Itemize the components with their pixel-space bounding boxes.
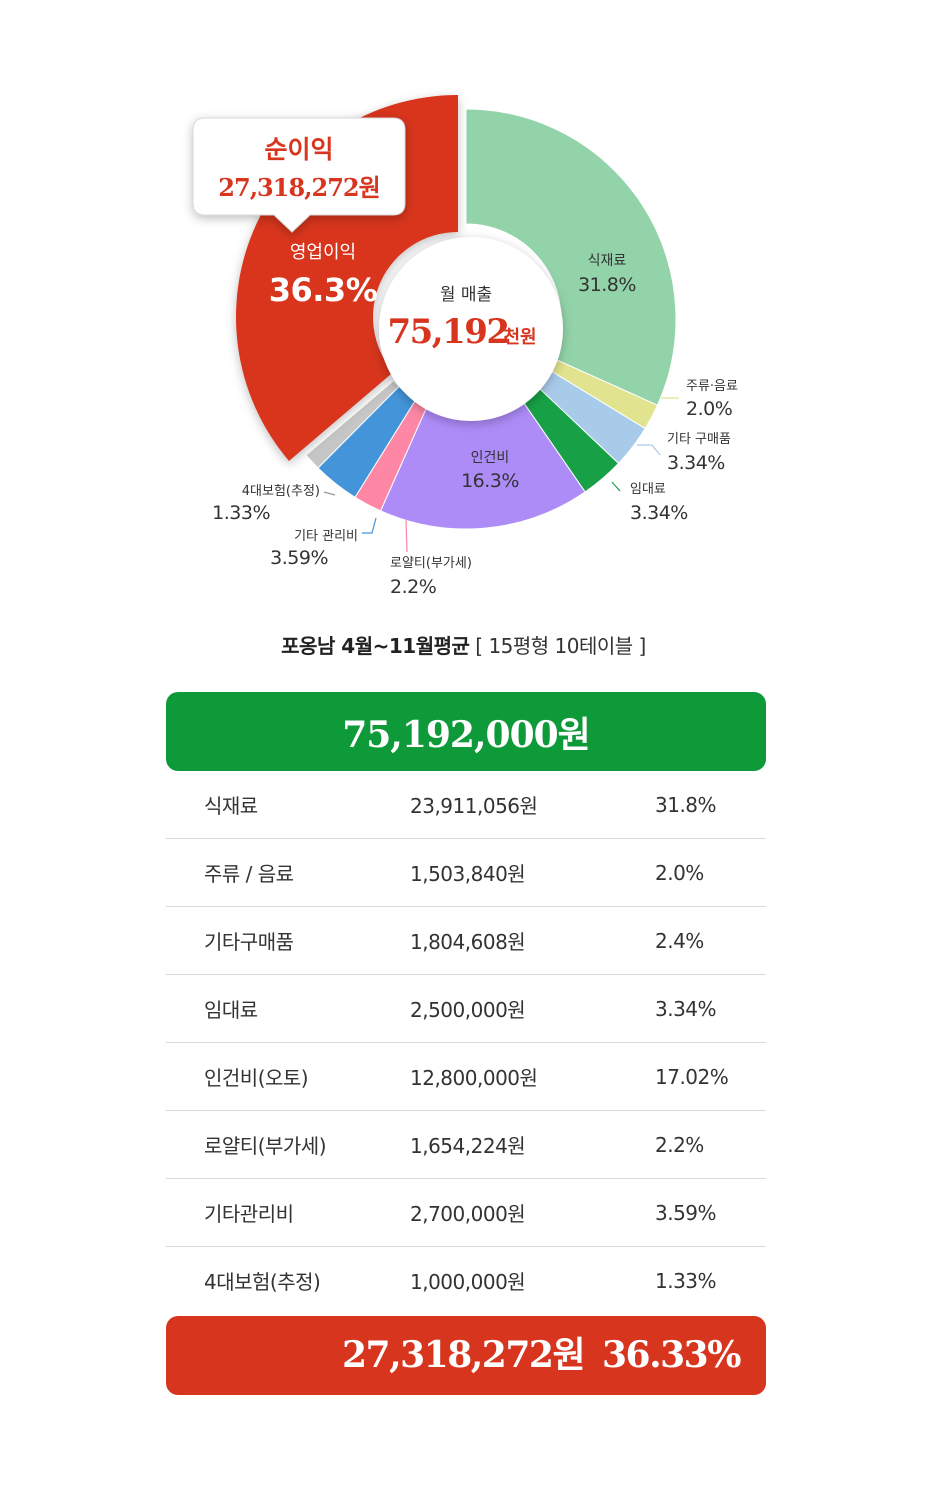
- row-item: 기타관리비: [204, 1202, 294, 1226]
- slice-value-label-1: 2.0%: [686, 398, 732, 420]
- row-item: 식재료: [204, 794, 258, 818]
- leader-line-5: [405, 519, 408, 553]
- slice-name-label-5: 로얄티(부가세): [390, 555, 472, 571]
- row-item: 인건비(오토): [204, 1066, 309, 1090]
- net-profit-bar: 27,318,272원 36.33%: [166, 1316, 766, 1395]
- row-pct: 2.2%: [655, 1132, 704, 1157]
- net-profit-amount: 27,318,272원: [342, 1334, 586, 1376]
- table-row: 임대료 2,500,000원 3.34%: [166, 975, 766, 1043]
- row-amount: 2,500,000원: [410, 998, 526, 1022]
- row-amount: 2,700,000원: [410, 1202, 526, 1226]
- callout-box: [192, 117, 406, 233]
- row-pct: 2.4%: [655, 928, 704, 953]
- row-pct: 17.02%: [655, 1064, 729, 1089]
- row-amount: 1,804,608원: [410, 930, 526, 954]
- row-pct: 2.0%: [655, 860, 704, 885]
- cost-table: 식재료 23,911,056원 31.8% 주류 / 음료 1,503,840원…: [166, 771, 766, 1314]
- table-row: 로얄티(부가세) 1,654,224원 2.2%: [166, 1111, 766, 1179]
- row-item: 주류 / 음료: [204, 862, 294, 886]
- row-item: 4대보험(추정): [204, 1270, 321, 1294]
- slice-name-label-4: 인건비: [471, 450, 510, 466]
- slice-value-label-4: 16.3%: [461, 470, 519, 492]
- slice-name-label-1: 주류·음료: [686, 379, 738, 394]
- net-profit-pct: 36.33%: [602, 1334, 741, 1376]
- subtitle-bold: 포옹남 4월~11월평균: [281, 634, 470, 658]
- slice-name-label-2: 기타 구매품: [667, 432, 731, 447]
- leader-line-6: [362, 517, 377, 534]
- slice-value-label-0: 31.8%: [578, 274, 636, 296]
- row-pct: 31.8%: [655, 792, 717, 817]
- leader-line-2: [637, 444, 661, 456]
- row-pct: 3.34%: [655, 996, 717, 1021]
- center-disc: [379, 237, 563, 421]
- row-item: 기타구매품: [204, 930, 294, 954]
- row-amount: 23,911,056원: [410, 794, 538, 818]
- slice-value-label-3: 3.34%: [630, 502, 688, 524]
- table-row: 주류 / 음료 1,503,840원 2.0%: [166, 839, 766, 907]
- subtitle-normal: [ 15평형 10테이블 ]: [469, 634, 646, 658]
- row-item: 임대료: [204, 998, 258, 1022]
- slice-name-label-8: 영업이익: [290, 242, 356, 263]
- slice-value-label-7: 1.33%: [212, 502, 270, 524]
- table-row: 인건비(오토) 12,800,000원 17.02%: [166, 1043, 766, 1111]
- row-item: 로얄티(부가세): [204, 1134, 327, 1158]
- leader-line-7: [323, 491, 336, 496]
- slice-value-label-5: 2.2%: [390, 576, 436, 598]
- net-profit-callout: 순이익 27,318,272원: [192, 117, 406, 233]
- slice-value-label-6: 3.59%: [270, 547, 328, 569]
- slice-7: [305, 379, 400, 469]
- slice-0: [465, 108, 677, 406]
- slice-value-label-2: 3.34%: [667, 452, 725, 474]
- callout-title: 순이익: [264, 135, 333, 164]
- center-unit: 천원: [503, 327, 536, 348]
- slice-name-label-7: 4대보험(추정): [242, 484, 320, 499]
- row-amount: 1,000,000원: [410, 1270, 526, 1294]
- center-value: 75,192: [387, 312, 508, 352]
- chart-subtitle: 포옹남 4월~11월평균 [ 15평형 10테이블 ]: [0, 630, 927, 659]
- total-revenue-bar: 75,192,000원: [166, 692, 766, 771]
- table-row: 4대보험(추정) 1,000,000원 1.33%: [166, 1247, 766, 1314]
- callout-value: 27,318,272원: [218, 173, 379, 202]
- slice-name-label-0: 식재료: [588, 253, 627, 269]
- row-amount: 1,654,224원: [410, 1134, 526, 1158]
- slice-name-label-3: 임대료: [630, 482, 666, 497]
- row-pct: 3.59%: [655, 1200, 717, 1225]
- total-revenue-value: 75,192,000원: [342, 713, 591, 756]
- leader-line-3: [611, 481, 621, 492]
- row-amount: 1,503,840원: [410, 862, 526, 886]
- row-amount: 12,800,000원: [410, 1066, 538, 1090]
- center-label: 월 매출: [440, 285, 492, 305]
- table-row: 식재료 23,911,056원 31.8%: [166, 771, 766, 839]
- slice-value-label-8: 36.3%: [269, 271, 378, 309]
- slice-name-label-6: 기타 관리비: [294, 529, 358, 544]
- row-pct: 1.33%: [655, 1268, 717, 1293]
- table-row: 기타구매품 1,804,608원 2.4%: [166, 907, 766, 975]
- table-row: 기타관리비 2,700,000원 3.59%: [166, 1179, 766, 1247]
